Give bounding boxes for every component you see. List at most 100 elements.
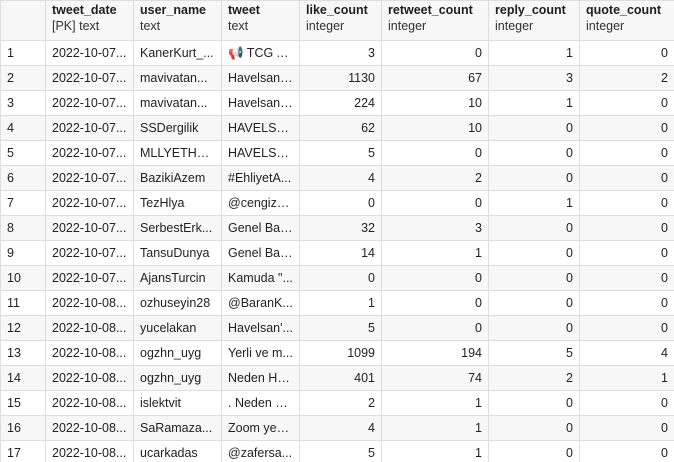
cell-tweet-date[interactable]: 2022-10-07... — [45, 190, 134, 216]
cell-reply-count[interactable]: 0 — [488, 115, 580, 141]
cell-quote-count[interactable]: 0 — [579, 390, 674, 416]
row-number[interactable]: 10 — [0, 265, 46, 291]
table-row[interactable]: 3 2022-10-07... mavivatan... Havelsan ... 22… — [0, 90, 674, 116]
cell-reply-count[interactable]: 0 — [488, 415, 580, 441]
cell-tweet[interactable]: Havelsan ... — [221, 90, 300, 116]
cell-like-count[interactable]: 1099 — [299, 340, 382, 366]
table-row[interactable]: 16 2022-10-08... SaRamaza... Zoom yeri... 4 1… — [0, 415, 674, 441]
cell-reply-count[interactable]: 0 — [488, 265, 580, 291]
cell-user-name[interactable]: SSDergilik — [133, 115, 222, 141]
row-number[interactable]: 6 — [0, 165, 46, 191]
cell-reply-count[interactable]: 5 — [488, 340, 580, 366]
cell-quote-count[interactable]: 0 — [579, 240, 674, 266]
row-number[interactable]: 3 — [0, 90, 46, 116]
cell-reply-count[interactable]: 3 — [488, 65, 580, 91]
column-header-quote-count[interactable]: quote_count integer — [579, 0, 674, 41]
cell-quote-count[interactable]: 1 — [579, 365, 674, 391]
cell-quote-count[interactable]: 0 — [579, 440, 674, 462]
cell-tweet-date[interactable]: 2022-10-08... — [45, 340, 134, 366]
cell-tweet[interactable]: Neden HA... — [221, 365, 300, 391]
cell-tweet[interactable]: Havelsan ... — [221, 65, 300, 91]
cell-user-name[interactable]: ozhuseyin28 — [133, 290, 222, 316]
cell-retweet-count[interactable]: 1 — [381, 240, 489, 266]
column-header-like-count[interactable]: like_count integer — [299, 0, 382, 41]
cell-like-count[interactable]: 4 — [299, 415, 382, 441]
cell-tweet[interactable]: . Neden H... — [221, 390, 300, 416]
cell-tweet[interactable]: Genel Baş... — [221, 215, 300, 241]
cell-tweet[interactable]: Kamuda "... — [221, 265, 300, 291]
cell-user-name[interactable]: TezHlya — [133, 190, 222, 216]
cell-user-name[interactable]: ogzhn_uyg — [133, 365, 222, 391]
cell-tweet[interactable]: @zafersa... — [221, 440, 300, 462]
cell-retweet-count[interactable]: 1 — [381, 440, 489, 462]
cell-tweet[interactable]: HAVELSA... — [221, 140, 300, 166]
cell-quote-count[interactable]: 0 — [579, 115, 674, 141]
cell-tweet[interactable]: Havelsan'... — [221, 315, 300, 341]
table-row[interactable]: 4 2022-10-07... SSDergilik HAVELSA... 62 10 0 0 — [0, 115, 674, 141]
cell-quote-count[interactable]: 0 — [579, 90, 674, 116]
row-number[interactable]: 12 — [0, 315, 46, 341]
cell-tweet-date[interactable]: 2022-10-08... — [45, 315, 134, 341]
column-header-user-name[interactable]: user_name text — [133, 0, 222, 41]
cell-tweet-date[interactable]: 2022-10-08... — [45, 290, 134, 316]
table-row[interactable]: 14 2022-10-08... ogzhn_uyg Neden HA... 401 74… — [0, 365, 674, 391]
cell-user-name[interactable]: yucelakan — [133, 315, 222, 341]
row-number[interactable]: 9 — [0, 240, 46, 266]
cell-like-count[interactable]: 0 — [299, 265, 382, 291]
cell-quote-count[interactable]: 0 — [579, 190, 674, 216]
cell-like-count[interactable]: 401 — [299, 365, 382, 391]
row-number-header[interactable] — [0, 0, 46, 41]
cell-quote-count[interactable]: 0 — [579, 315, 674, 341]
cell-retweet-count[interactable]: 74 — [381, 365, 489, 391]
table-row[interactable]: 1 2022-10-07... KanerKurt_... 📢 TCG A... 3 0 1… — [0, 40, 674, 66]
cell-reply-count[interactable]: 0 — [488, 140, 580, 166]
cell-quote-count[interactable]: 0 — [579, 265, 674, 291]
cell-tweet[interactable]: Zoom yeri... — [221, 415, 300, 441]
cell-like-count[interactable]: 4 — [299, 165, 382, 191]
cell-user-name[interactable]: TansuDunya — [133, 240, 222, 266]
column-header-retweet-count[interactable]: retweet_count integer — [381, 0, 489, 41]
cell-quote-count[interactable]: 2 — [579, 65, 674, 91]
cell-like-count[interactable]: 1130 — [299, 65, 382, 91]
cell-retweet-count[interactable]: 10 — [381, 90, 489, 116]
cell-user-name[interactable]: SaRamaza... — [133, 415, 222, 441]
row-number[interactable]: 5 — [0, 140, 46, 166]
cell-reply-count[interactable]: 0 — [488, 290, 580, 316]
cell-user-name[interactable]: MLLYETHA... — [133, 140, 222, 166]
cell-user-name[interactable]: AjansTurcin — [133, 265, 222, 291]
row-number[interactable]: 8 — [0, 215, 46, 241]
cell-retweet-count[interactable]: 1 — [381, 390, 489, 416]
cell-user-name[interactable]: ucarkadas — [133, 440, 222, 462]
cell-user-name[interactable]: mavivatan... — [133, 65, 222, 91]
cell-reply-count[interactable]: 1 — [488, 40, 580, 66]
row-number[interactable]: 4 — [0, 115, 46, 141]
cell-like-count[interactable]: 62 — [299, 115, 382, 141]
cell-user-name[interactable]: islektvit — [133, 390, 222, 416]
cell-like-count[interactable]: 5 — [299, 315, 382, 341]
row-number[interactable]: 15 — [0, 390, 46, 416]
cell-like-count[interactable]: 224 — [299, 90, 382, 116]
table-row[interactable]: 8 2022-10-07... SerbestErk... Genel Baş... 3… — [0, 215, 674, 241]
cell-quote-count[interactable]: 0 — [579, 165, 674, 191]
row-number[interactable]: 14 — [0, 365, 46, 391]
cell-quote-count[interactable]: 0 — [579, 290, 674, 316]
cell-retweet-count[interactable]: 2 — [381, 165, 489, 191]
column-header-tweet[interactable]: tweet text — [221, 0, 300, 41]
cell-reply-count[interactable]: 0 — [488, 240, 580, 266]
cell-like-count[interactable]: 1 — [299, 290, 382, 316]
cell-retweet-count[interactable]: 1 — [381, 415, 489, 441]
cell-tweet-date[interactable]: 2022-10-07... — [45, 90, 134, 116]
cell-tweet-date[interactable]: 2022-10-07... — [45, 165, 134, 191]
row-number[interactable]: 1 — [0, 40, 46, 66]
cell-retweet-count[interactable]: 10 — [381, 115, 489, 141]
cell-tweet[interactable]: @BaranK... — [221, 290, 300, 316]
cell-tweet[interactable]: 📢 TCG A... — [221, 40, 300, 66]
cell-tweet-date[interactable]: 2022-10-08... — [45, 440, 134, 462]
cell-tweet-date[interactable]: 2022-10-08... — [45, 415, 134, 441]
cell-tweet-date[interactable]: 2022-10-08... — [45, 365, 134, 391]
table-row[interactable]: 2 2022-10-07... mavivatan... Havelsan ... 11… — [0, 65, 674, 91]
cell-retweet-count[interactable]: 3 — [381, 215, 489, 241]
table-row[interactable]: 5 2022-10-07... MLLYETHA... HAVELSA... 5 0 0 0 — [0, 140, 674, 166]
cell-like-count[interactable]: 32 — [299, 215, 382, 241]
cell-user-name[interactable]: ogzhn_uyg — [133, 340, 222, 366]
